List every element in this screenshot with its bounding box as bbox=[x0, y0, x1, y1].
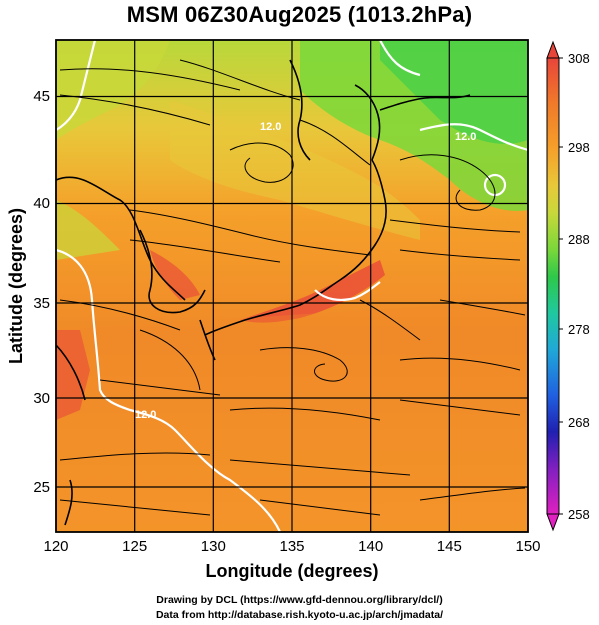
credit-data: Data from http://database.rish.kyoto-u.a… bbox=[155, 609, 444, 621]
y-tick-label: 30 bbox=[33, 390, 50, 407]
colorbar-tick-label: 278 bbox=[568, 322, 590, 337]
x-tick-label: 150 bbox=[515, 538, 540, 555]
colorbar-top-arrow bbox=[546, 40, 560, 59]
x-tick-label: 135 bbox=[279, 538, 304, 555]
colorbar-tick-label: 288 bbox=[568, 232, 590, 247]
y-tick-label: 35 bbox=[33, 295, 50, 312]
x-tick-label: 125 bbox=[122, 538, 147, 555]
x-tick-label: 120 bbox=[43, 538, 68, 555]
x-tick-labels: 120 125 130 135 140 145 150 bbox=[43, 538, 540, 555]
contour-lines bbox=[56, 40, 528, 532]
y-tick-label: 25 bbox=[33, 479, 50, 496]
x-tick-label: 130 bbox=[201, 538, 226, 555]
y-tick-label: 45 bbox=[33, 88, 50, 105]
map-title: MSM 06Z30Aug2025 (1013.2hPa) bbox=[126, 2, 473, 27]
colorbar-bottom-arrow bbox=[546, 513, 560, 532]
y-axis-label: Latitude (degrees) bbox=[6, 208, 26, 364]
plot-frame bbox=[55, 39, 529, 533]
colorbar: 308 298 288 278 268 258 bbox=[546, 40, 590, 532]
colorbar-tick-label: 308 bbox=[568, 51, 590, 66]
x-axis-label: Longitude (degrees) bbox=[205, 561, 378, 581]
y-tick-label: 40 bbox=[33, 195, 50, 212]
y-tick-labels: 25 30 35 40 45 bbox=[33, 88, 50, 496]
colorbar-tick-label: 258 bbox=[568, 507, 590, 522]
contour-label: 12.0 bbox=[135, 409, 156, 421]
x-tick-label: 145 bbox=[437, 538, 462, 555]
contour-label: 12.0 bbox=[455, 131, 476, 143]
colorbar-tick-label: 298 bbox=[568, 140, 590, 155]
graticule bbox=[56, 40, 528, 532]
contour-label: 12.0 bbox=[260, 121, 281, 133]
colorbar-tick-label: 268 bbox=[568, 415, 590, 430]
credit-drawing: Drawing by DCL (https://www.gfd-dennou.o… bbox=[156, 594, 443, 606]
x-tick-label: 140 bbox=[358, 538, 383, 555]
